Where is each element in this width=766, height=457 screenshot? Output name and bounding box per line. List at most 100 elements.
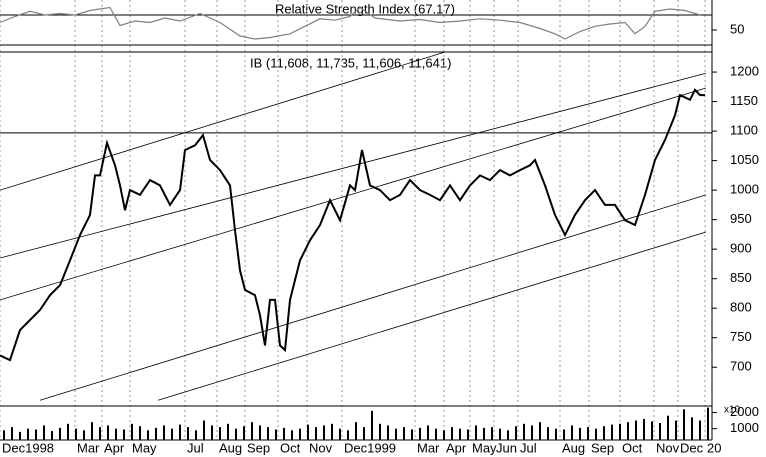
trend-line: [0, 87, 707, 301]
volume-bar: [315, 427, 317, 440]
trend-line: [157, 231, 707, 401]
volume-bar: [267, 427, 269, 440]
volume-bar: [619, 423, 621, 440]
volume-bar: [555, 428, 557, 440]
volume-bar: [483, 427, 485, 440]
x-tick-label: Mar: [77, 440, 100, 455]
volume-bar: [67, 423, 69, 440]
y-tick-label: 950: [730, 211, 752, 226]
x-tick-label: Aug: [562, 440, 585, 455]
volume-bar: [459, 428, 461, 440]
volume-bar: [339, 428, 341, 440]
y-tick-label: 1000: [730, 182, 759, 197]
y-tick-label: 1000: [730, 420, 759, 435]
volume-bar: [691, 417, 693, 440]
volume-bar: [427, 425, 429, 440]
x-tick-label: Dec: [680, 440, 704, 455]
y-tick-label: 2000: [730, 404, 759, 419]
x-tick-label: Oct: [622, 440, 643, 455]
volume-bar: [707, 407, 709, 440]
volume-bar: [435, 428, 437, 440]
volume-bar: [467, 429, 469, 440]
volume-bar: [11, 427, 13, 440]
volume-bar: [139, 426, 141, 440]
volume-bar: [387, 425, 389, 440]
volume-bar: [659, 423, 661, 440]
y-tick-label: 1100: [730, 123, 758, 138]
volume-bar: [515, 426, 517, 440]
volume-bar: [259, 425, 261, 440]
x-tick-label: Sep: [247, 440, 270, 455]
volume-bar: [635, 420, 637, 440]
volume-bar: [667, 415, 669, 440]
volume-bar: [179, 424, 181, 440]
volume-bar: [243, 426, 245, 440]
y-tick-label: 900: [730, 241, 752, 256]
volume-bar: [451, 427, 453, 440]
volume-bar: [155, 427, 157, 440]
volume-bar: [507, 430, 509, 440]
y-tick-label: 850: [730, 270, 752, 285]
volume-bar: [491, 427, 493, 440]
volume-bar: [531, 425, 533, 440]
volume-bar: [675, 420, 677, 440]
volume-bar: [227, 423, 229, 440]
volume-bar: [331, 423, 333, 440]
x-tick-label: May: [472, 440, 497, 455]
volume-bar: [547, 427, 549, 440]
volume-bar: [603, 426, 605, 440]
volume-bar: [403, 427, 405, 440]
x-tick-label: 20: [707, 440, 721, 455]
volume-bar: [211, 425, 213, 440]
trend-line: [0, 51, 446, 191]
x-tick-label: Jul: [520, 440, 537, 455]
volume-bar: [91, 422, 93, 440]
volume-bar: [683, 409, 685, 440]
volume-bar: [3, 430, 5, 440]
volume-bar: [115, 428, 117, 440]
volume-bar: [235, 428, 237, 440]
volume-bar: [363, 427, 365, 440]
volume-bar: [587, 427, 589, 440]
volume-bar: [627, 422, 629, 440]
volume-bar: [651, 421, 653, 440]
volume-bar: [35, 429, 37, 440]
volume-bar: [59, 427, 61, 440]
volume-bar: [187, 427, 189, 440]
trend-line: [39, 194, 707, 401]
volume-bar: [147, 430, 149, 440]
volume-bar: [355, 422, 357, 440]
volume-bar: [419, 427, 421, 440]
x-tick-label: Mar: [417, 440, 440, 455]
price-title: IB (11,608, 11,735, 11,606, 11,641): [250, 55, 451, 70]
y-tick-label: 1200: [730, 64, 759, 79]
x-tick-label: Aug: [219, 440, 242, 455]
series-line: [0, 88, 705, 362]
volume-bar: [123, 429, 125, 440]
x-tick-label: Dec1999: [344, 440, 396, 455]
volume-bar: [307, 424, 309, 440]
volume-bar: [563, 429, 565, 440]
trend-line: [0, 72, 707, 259]
volume-bar: [163, 425, 165, 440]
x-tick-label: Nov: [309, 440, 333, 455]
volume-bar: [27, 428, 29, 440]
x-tick-label: Apr: [446, 440, 467, 455]
volume-bar: [19, 431, 21, 440]
volume-bar: [275, 429, 277, 440]
volume-unit: x10: [724, 405, 741, 416]
volume-bar: [203, 420, 205, 440]
series-line: [0, 6, 701, 40]
volume-bar: [643, 418, 645, 440]
volume-bar: [51, 431, 53, 440]
volume-bar: [595, 428, 597, 440]
y-tick-label: 750: [730, 329, 752, 344]
x-tick-label: Dec1998: [2, 440, 54, 455]
y-tick-label: 800: [730, 300, 752, 315]
volume-bar: [371, 410, 373, 440]
volume-bar: [699, 420, 701, 440]
x-tick-label: May: [132, 440, 157, 455]
